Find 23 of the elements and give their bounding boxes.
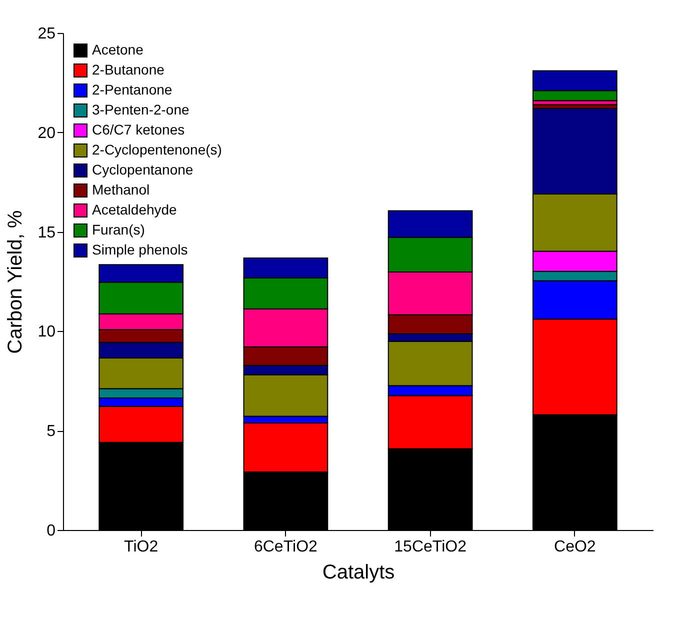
legend-label: Acetaldehyde xyxy=(92,202,178,218)
x-tick-label: 15CeTiO2 xyxy=(394,538,467,556)
legend-label: Simple phenols xyxy=(92,242,188,258)
legend-label: 2-Butanone xyxy=(92,62,165,78)
y-tick-label: 0 xyxy=(46,522,56,540)
y-tick-label: 20 xyxy=(38,124,56,142)
x-tick-label: 6CeTiO2 xyxy=(254,538,318,556)
x-tick-label: TiO2 xyxy=(124,538,158,556)
y-tick-label: 15 xyxy=(38,224,56,242)
legend-label: 2-Pentanone xyxy=(92,82,172,98)
x-tick-label: CeO2 xyxy=(554,538,596,556)
legend-label: 3-Penten-2-one xyxy=(92,102,190,118)
legend-label: Cyclopentanone xyxy=(92,162,194,178)
y-tick-label: 25 xyxy=(38,26,56,42)
y-tick-label: 5 xyxy=(46,423,56,440)
x-axis-title: Catalyts xyxy=(322,562,395,584)
y-axis-title: Carbon Yield, % xyxy=(4,210,27,354)
legend-label: Acetone xyxy=(92,42,144,58)
legend-label: Furan(s) xyxy=(92,222,145,238)
y-tick-label: 10 xyxy=(38,324,56,341)
legend-label: 2-Cyclopentenone(s) xyxy=(92,142,222,158)
legend-label: C6/C7 ketones xyxy=(92,122,185,138)
legend-label: Methanol xyxy=(92,182,150,198)
